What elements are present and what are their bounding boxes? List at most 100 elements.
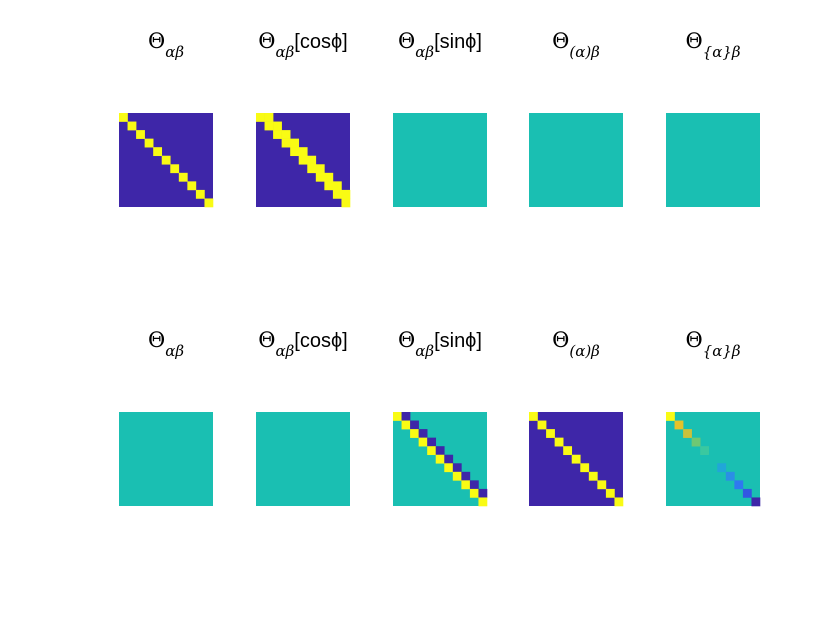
heatmap-cell <box>153 147 163 157</box>
heatmap-cell <box>264 113 274 122</box>
title-subscript: αβ <box>275 43 294 61</box>
heatmap-cell <box>290 138 300 148</box>
heatmap-cell <box>332 181 342 191</box>
heatmap-cell <box>444 463 454 473</box>
title-symbol: Θ <box>258 328 275 352</box>
heatmap-cell <box>418 429 428 438</box>
heatmap-cell <box>478 497 488 507</box>
panel-r1-c4: Θ{α}β <box>666 328 761 507</box>
heatmap-cell <box>452 471 462 481</box>
title-symbol: Θ <box>258 29 275 53</box>
heatmap-cell <box>401 420 411 430</box>
heatmap-cell <box>725 471 735 481</box>
heatmap-cell <box>290 147 300 157</box>
title-suffix: [sinϕ] <box>434 31 482 53</box>
heatmap-cell <box>127 121 137 131</box>
heatmap-cell <box>187 181 197 191</box>
heatmap-cell <box>580 463 590 473</box>
title-subscript: αβ <box>165 43 184 61</box>
heatmap-background <box>256 412 350 506</box>
heatmap-cell <box>444 454 454 464</box>
heatmap-cell <box>315 172 325 182</box>
title-symbol: Θ <box>148 29 165 53</box>
heatmap-cell <box>204 198 214 208</box>
title-symbol: Θ <box>685 29 702 53</box>
heatmap-cell <box>195 189 205 199</box>
heatmap-cell <box>170 164 180 174</box>
heatmap-cell <box>751 497 761 507</box>
panel-r0-c4: Θ{α}β <box>666 29 760 207</box>
panel-title: Θ(α)β <box>552 328 600 360</box>
title-subscript: αβ <box>165 342 184 360</box>
panel-title: Θ{α}β <box>685 29 740 61</box>
heatmap-cell <box>537 420 547 430</box>
heatmap-cell <box>708 454 718 464</box>
heatmap-background <box>393 113 487 207</box>
heatmap-cell <box>307 155 317 165</box>
heatmap-cell <box>332 189 342 199</box>
title-suffix: [sinϕ] <box>434 330 482 352</box>
title-subscript: {α}β <box>703 43 741 61</box>
heatmap-cell <box>666 412 675 421</box>
heatmap-cell <box>683 429 692 438</box>
heatmap-cell <box>597 480 607 490</box>
title-suffix: [cosϕ] <box>294 31 347 53</box>
heatmap-cell <box>161 155 171 165</box>
heatmap-cell <box>341 198 351 208</box>
heatmap-cell <box>435 454 445 464</box>
panel-r1-c3: Θ(α)β <box>529 328 624 507</box>
heatmap-cell <box>341 189 351 199</box>
title-subscript: αβ <box>275 342 294 360</box>
panel-title: Θ{α}β <box>685 328 740 360</box>
heatmap-cell <box>119 113 128 122</box>
panel-r0-c0: Θαβ <box>119 29 214 208</box>
panel-title: Θαβ[cosϕ] <box>258 328 347 360</box>
panel-title: Θαβ <box>148 328 184 360</box>
heatmap-cell <box>563 446 573 456</box>
panel-r1-c0: Θαβ <box>119 328 213 506</box>
heatmap-cell <box>546 429 555 438</box>
title-symbol: Θ <box>398 29 415 53</box>
heatmap-cell <box>452 463 462 473</box>
heatmap-cell <box>571 454 581 464</box>
heatmap-cell <box>281 130 291 139</box>
heatmap-cell <box>298 155 308 165</box>
panel-title: Θαβ[cosϕ] <box>258 29 347 61</box>
title-symbol: Θ <box>552 328 569 352</box>
heatmap-cell <box>588 471 598 481</box>
title-symbol: Θ <box>398 328 415 352</box>
heatmap-cell <box>435 446 445 456</box>
heatmap-cell <box>393 412 402 421</box>
heatmap-cell <box>315 164 325 174</box>
heatmap-cell <box>307 164 317 174</box>
heatmap-cell <box>469 480 479 490</box>
heatmap-cell <box>461 480 471 490</box>
panel-r1-c2: Θαβ[sinϕ] <box>393 328 488 507</box>
heatmap-cell <box>700 446 710 456</box>
panel-r0-c3: Θ(α)β <box>529 29 623 207</box>
heatmap-cell <box>614 497 624 507</box>
heatmap-cell <box>144 138 154 148</box>
heatmap-cell <box>418 437 428 447</box>
heatmap-background <box>119 412 213 506</box>
heatmap-cell <box>324 181 334 191</box>
title-subscript: (α)β <box>569 43 600 61</box>
heatmap-cell <box>273 130 282 139</box>
heatmap-cell <box>410 420 419 430</box>
title-subscript: αβ <box>415 43 434 61</box>
heatmap-cell <box>264 121 274 131</box>
title-subscript: αβ <box>415 342 434 360</box>
heatmap-cell <box>469 488 479 498</box>
heatmap-cell <box>461 471 471 481</box>
heatmap-cell <box>427 446 437 456</box>
heatmap-cell <box>742 488 752 498</box>
heatmap-cell <box>717 463 727 473</box>
panel-title: Θαβ[sinϕ] <box>398 29 482 61</box>
heatmap-cell <box>178 172 188 182</box>
title-symbol: Θ <box>148 328 165 352</box>
heatmap-cell <box>674 420 684 430</box>
panel-r1-c1: Θαβ[cosϕ] <box>256 328 350 506</box>
heatmap-cell <box>256 113 265 122</box>
heatmap-cell <box>554 437 564 447</box>
